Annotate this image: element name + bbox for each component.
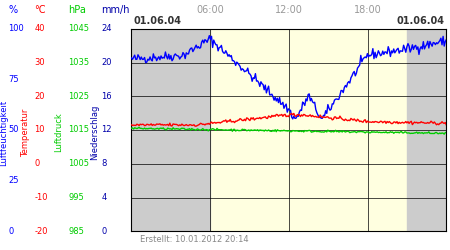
Text: 1025: 1025 bbox=[68, 92, 90, 101]
Text: Luftdruck: Luftdruck bbox=[54, 112, 63, 152]
Text: 18:00: 18:00 bbox=[354, 5, 382, 15]
Text: 10: 10 bbox=[34, 126, 45, 134]
Text: 8: 8 bbox=[101, 159, 107, 168]
Text: 12:00: 12:00 bbox=[275, 5, 303, 15]
Text: 1045: 1045 bbox=[68, 24, 90, 33]
Text: 30: 30 bbox=[34, 58, 45, 67]
Text: mm/h: mm/h bbox=[101, 5, 130, 15]
Bar bbox=[407, 29, 446, 231]
Text: 1015: 1015 bbox=[68, 126, 90, 134]
Text: 50: 50 bbox=[8, 126, 18, 134]
Text: Erstellt: 10.01.2012 20:14: Erstellt: 10.01.2012 20:14 bbox=[140, 236, 249, 244]
Text: 01.06.04: 01.06.04 bbox=[396, 16, 444, 26]
Bar bbox=[131, 29, 210, 231]
Text: 25: 25 bbox=[8, 176, 18, 185]
Text: 0: 0 bbox=[101, 227, 107, 236]
Text: -10: -10 bbox=[34, 193, 48, 202]
Text: hPa: hPa bbox=[68, 5, 86, 15]
Text: 75: 75 bbox=[8, 75, 19, 84]
Text: -20: -20 bbox=[34, 227, 48, 236]
Text: Temperatur: Temperatur bbox=[21, 108, 30, 157]
Text: 995: 995 bbox=[68, 193, 84, 202]
Text: 0: 0 bbox=[8, 227, 14, 236]
Text: 0: 0 bbox=[34, 159, 40, 168]
Text: 100: 100 bbox=[8, 24, 24, 33]
Text: %: % bbox=[8, 5, 17, 15]
Text: Luftfeuchtigkeit: Luftfeuchtigkeit bbox=[0, 100, 8, 166]
Text: Niederschlag: Niederschlag bbox=[90, 105, 99, 160]
Text: 16: 16 bbox=[101, 92, 112, 101]
Text: 20: 20 bbox=[34, 92, 45, 101]
Text: 12: 12 bbox=[101, 126, 112, 134]
Text: 20: 20 bbox=[101, 58, 112, 67]
Text: °C: °C bbox=[34, 5, 46, 15]
Text: 4: 4 bbox=[101, 193, 107, 202]
Text: 985: 985 bbox=[68, 227, 84, 236]
Text: 40: 40 bbox=[34, 24, 45, 33]
Text: 01.06.04: 01.06.04 bbox=[134, 16, 182, 26]
Text: 1005: 1005 bbox=[68, 159, 90, 168]
Text: 24: 24 bbox=[101, 24, 112, 33]
Text: 1035: 1035 bbox=[68, 58, 90, 67]
Text: 06:00: 06:00 bbox=[196, 5, 224, 15]
